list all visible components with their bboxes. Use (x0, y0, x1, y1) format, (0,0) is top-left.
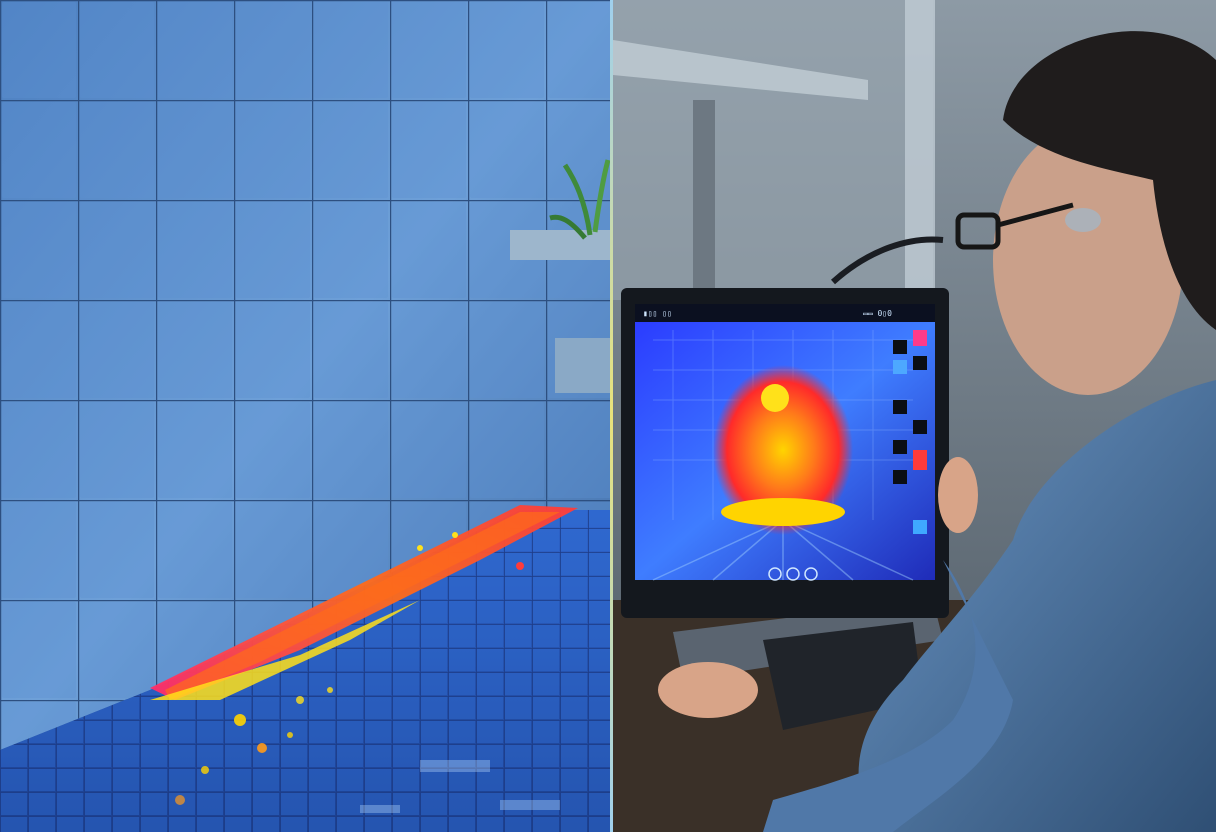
technician-panel: ▮▯▯ ▯▯ ▭▭ 0▯0 (613, 0, 1216, 832)
panel-divider (610, 0, 613, 832)
person-hand-left (658, 662, 758, 718)
tile-grid (0, 0, 610, 750)
person-head (993, 125, 1183, 395)
pool-wall-scene (0, 0, 610, 832)
plant (549, 159, 610, 240)
pool-floor-tiles (0, 510, 610, 832)
screen-sidebar (893, 330, 927, 534)
thermal-leak-overlay (150, 505, 578, 805)
technician-scene: ▮▯▯ ▯▯ ▭▭ 0▯0 (613, 0, 1216, 832)
ledge (510, 230, 610, 260)
glasses (955, 202, 1074, 250)
shelf (613, 40, 868, 100)
water-reflections (360, 760, 560, 813)
person-hair (1003, 31, 1216, 330)
screen-header-right-text: ▭▭ 0▯0 (863, 309, 892, 318)
pool-wall-panel (0, 0, 610, 832)
shelf-bracket (693, 100, 715, 300)
person-hand-right (938, 457, 978, 533)
person-torso (858, 380, 1216, 832)
keyboard (763, 622, 923, 730)
wall (613, 0, 933, 300)
laptop-screen: ▮▯▯ ▯▯ ▭▭ 0▯0 (635, 304, 935, 581)
screen-controls (768, 567, 818, 581)
heat-head (761, 384, 789, 412)
heat-signature (713, 365, 853, 535)
step (555, 338, 610, 393)
window-light (905, 0, 935, 300)
heat-base (721, 498, 845, 526)
screen-header (635, 304, 935, 322)
screen-header-left-text: ▮▯▯ ▯▯ (643, 309, 672, 318)
screen-floor-rays (652, 519, 914, 581)
person-arm (763, 560, 1013, 832)
lamp-arm (830, 236, 944, 285)
person-ear (1065, 208, 1101, 232)
